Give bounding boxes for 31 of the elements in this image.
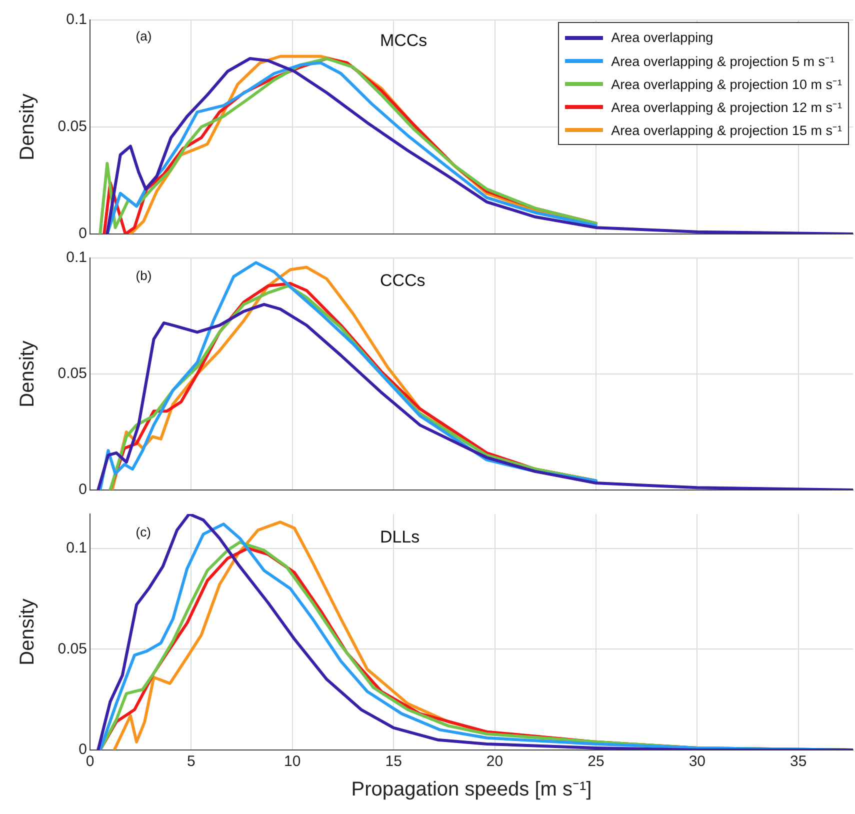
x-tick-label: 15 — [385, 753, 402, 770]
legend-label: Area overlapping & projection 10 m s⁻¹ — [611, 76, 842, 92]
x-tick-label: 35 — [790, 753, 807, 770]
y-tick-label: 0 — [78, 225, 87, 242]
x-tick-label: 30 — [688, 753, 706, 770]
annotation: (c) — [136, 524, 151, 540]
annotation: CCCs — [380, 270, 426, 290]
x-tick-label: 10 — [284, 753, 301, 770]
y-axis-title: Density — [16, 598, 39, 666]
y-tick-label: 0 — [78, 741, 87, 758]
y-tick-label: 0.1 — [66, 539, 87, 556]
legend-label: Area overlapping & projection 5 m s⁻¹ — [611, 52, 834, 70]
annotation: (a) — [136, 28, 152, 44]
y-axis-title: Density — [16, 94, 39, 160]
y-tick-label: 0.05 — [58, 118, 87, 136]
x-tick-label: 20 — [486, 753, 504, 770]
annotation: DLLs — [380, 527, 420, 546]
x-axis-title: Propagation speeds [m s⁻¹] — [351, 778, 592, 801]
y-tick-label: 0.1 — [66, 11, 87, 28]
y-tick-label: 0.05 — [58, 640, 87, 658]
legend-label: Area overlapping & projection 12 m s⁻¹ — [611, 98, 842, 116]
x-tick-label: 25 — [588, 753, 604, 770]
y-tick-label: 0 — [78, 481, 87, 498]
annotation: (b) — [136, 268, 152, 284]
legend-label: Area overlapping — [611, 30, 714, 45]
annotation: MCCs — [380, 31, 428, 50]
y-axis-title: Density — [16, 340, 39, 408]
x-tick-label: 5 — [187, 753, 196, 770]
legend-label: Area overlapping & projection 15 m s⁻¹ — [611, 122, 842, 138]
y-tick-label: 0.1 — [66, 249, 87, 266]
y-tick-label: 0.05 — [58, 365, 87, 382]
